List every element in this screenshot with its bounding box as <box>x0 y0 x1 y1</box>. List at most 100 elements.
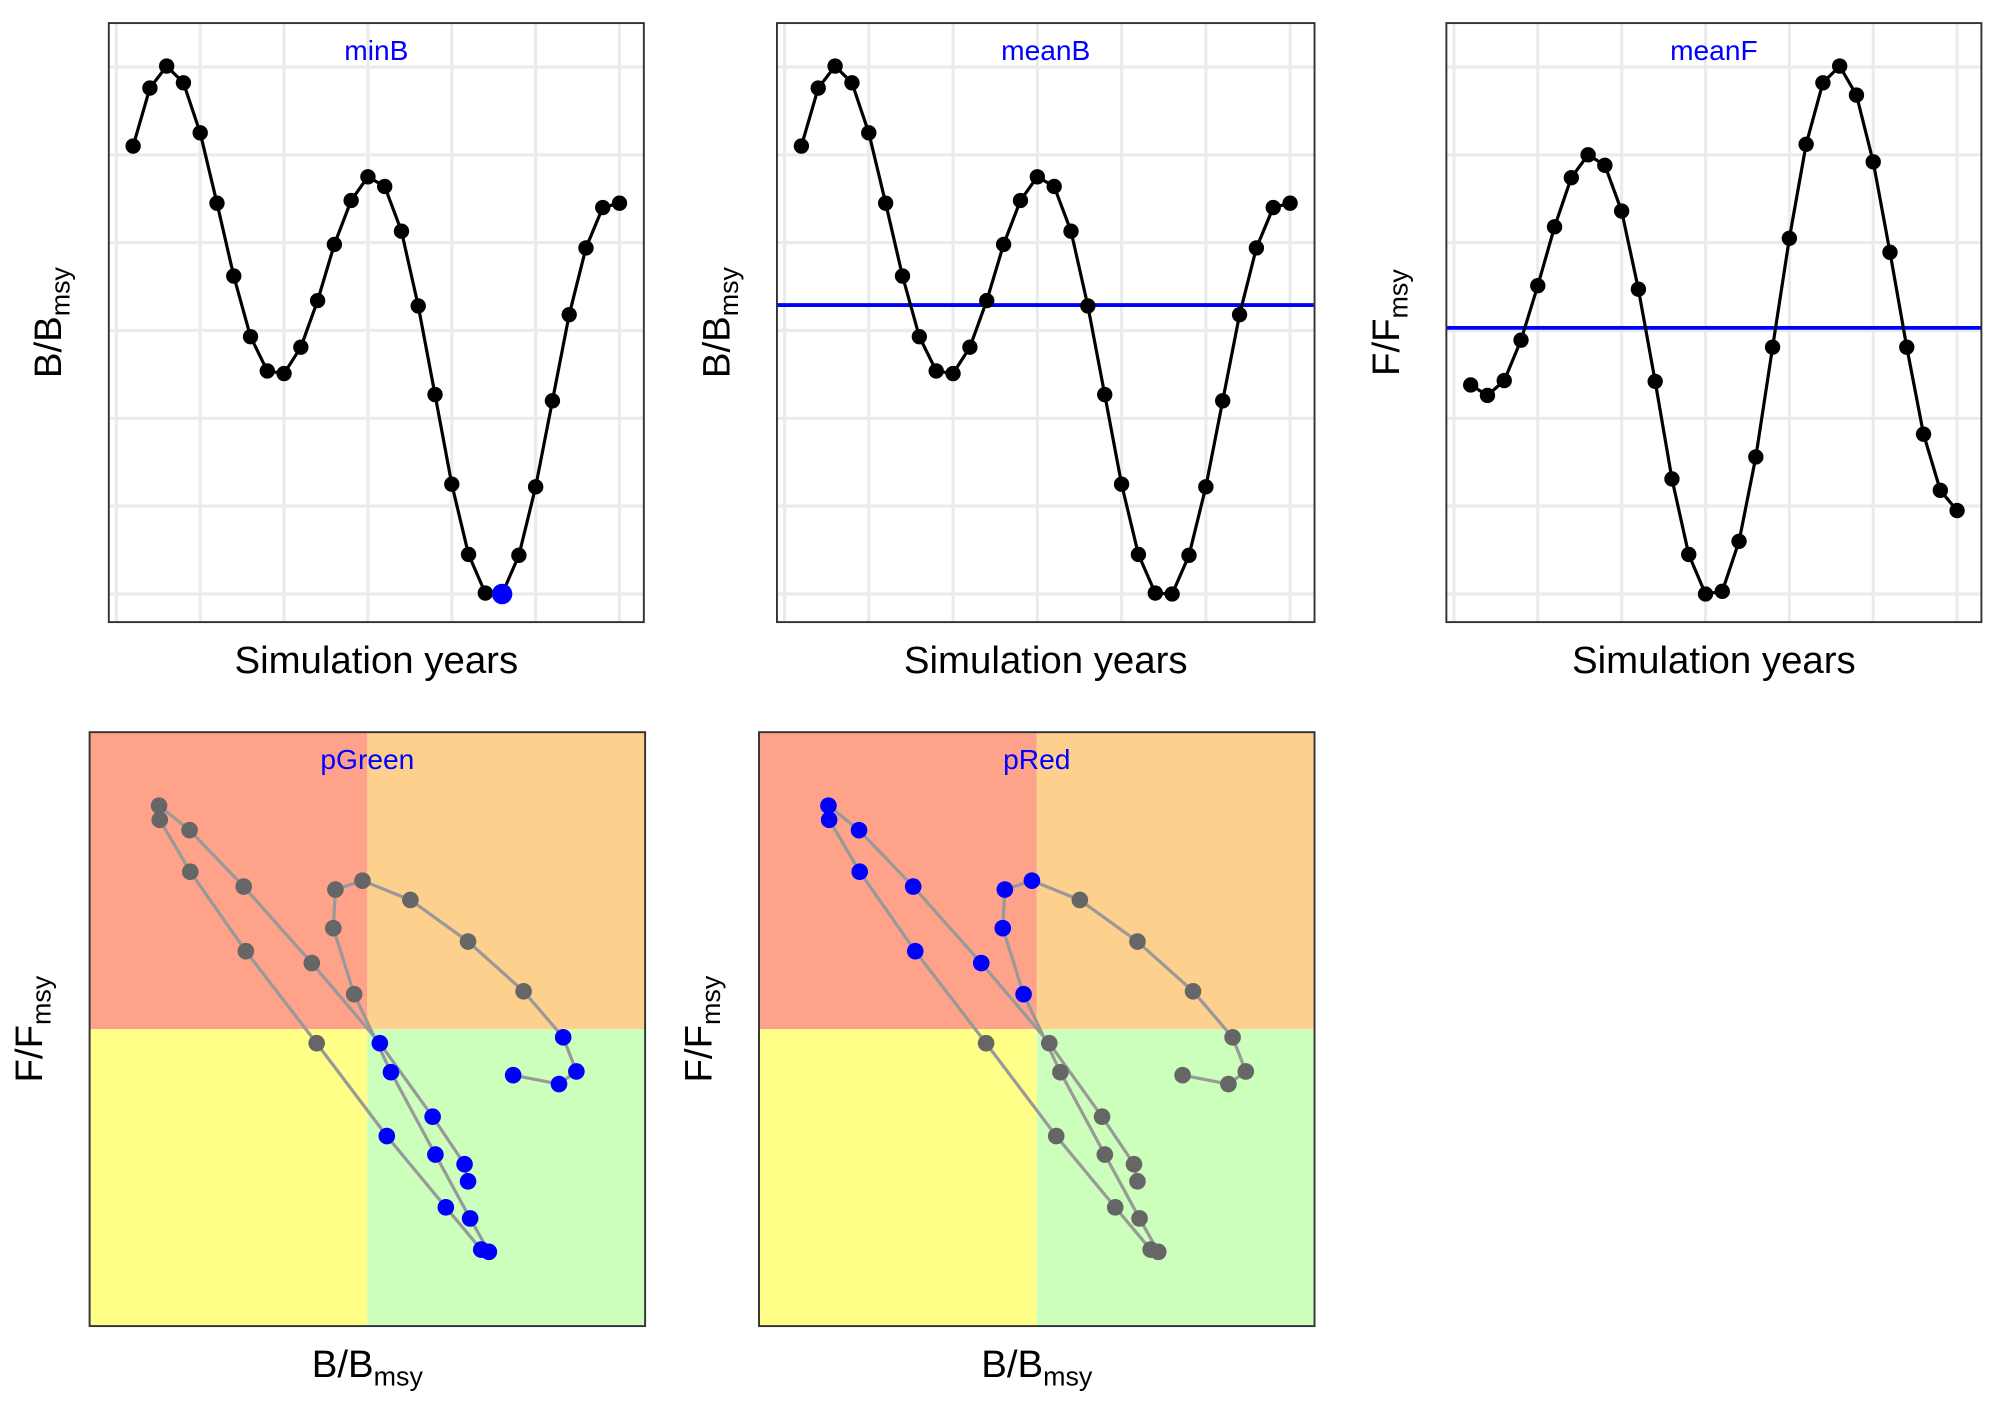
point <box>1865 154 1881 170</box>
quadrant <box>89 732 368 1030</box>
point <box>456 1155 473 1173</box>
point <box>996 881 1014 898</box>
point <box>1231 307 1248 323</box>
point <box>1798 136 1814 152</box>
point <box>402 891 419 909</box>
point <box>377 178 393 195</box>
point <box>550 1075 568 1093</box>
point <box>326 236 343 253</box>
x-axis-title: B/Bmsy <box>312 1343 424 1391</box>
point <box>527 479 544 495</box>
point <box>1023 872 1041 889</box>
y-axis-title-sub: msy <box>1383 269 1413 319</box>
panel-border <box>775 22 1316 624</box>
x-axis-title-sub: msy <box>1043 1362 1093 1392</box>
point <box>1899 339 1915 355</box>
x-axis-title-main: B/B <box>312 1343 374 1386</box>
quadrant <box>89 1029 368 1327</box>
point <box>1546 219 1563 235</box>
point <box>595 199 611 216</box>
point <box>1097 386 1113 403</box>
y-axis-title-sub: msy <box>696 975 726 1025</box>
point <box>1015 985 1032 1003</box>
point <box>1129 933 1146 950</box>
point <box>303 954 321 972</box>
point <box>461 1210 479 1227</box>
point <box>1714 583 1730 600</box>
point <box>945 365 961 382</box>
x-axis-title: Simulation years <box>234 639 518 682</box>
point <box>382 1063 400 1081</box>
point <box>1463 377 1479 393</box>
x-axis-title-main: B/B <box>981 1343 1043 1386</box>
point <box>1174 1066 1191 1084</box>
point <box>850 821 868 839</box>
y-axis-title: B/Bmsy <box>695 266 743 378</box>
point <box>827 58 843 74</box>
point <box>477 585 494 601</box>
point <box>192 125 208 141</box>
point <box>1563 169 1580 186</box>
point <box>354 872 371 889</box>
point <box>851 863 869 881</box>
point <box>1047 1127 1065 1145</box>
point <box>1125 1155 1143 1173</box>
point <box>151 811 169 829</box>
panel-border <box>1445 22 1983 624</box>
point <box>1184 982 1202 1000</box>
point <box>343 192 359 209</box>
y-axis-title: F/Fmsy <box>1365 269 1413 376</box>
panel-border <box>88 731 647 1328</box>
point <box>410 298 426 314</box>
point <box>325 919 342 937</box>
point <box>1597 157 1613 174</box>
point <box>1613 203 1630 219</box>
point <box>1129 1173 1146 1190</box>
y-axis-title: F/Fmsy <box>678 975 726 1082</box>
point <box>1681 546 1697 563</box>
point <box>877 195 894 211</box>
point <box>175 75 192 91</box>
point <box>1106 1198 1124 1216</box>
point <box>1071 891 1089 909</box>
panel-title: meanF <box>1670 35 1758 66</box>
point <box>1949 502 1965 519</box>
point <box>1224 1028 1241 1046</box>
point <box>1052 1063 1069 1081</box>
point <box>906 942 924 960</box>
panel-border <box>758 731 1316 1328</box>
point <box>1248 240 1265 256</box>
y-axis-title-sub: msy <box>46 266 76 316</box>
point <box>437 1198 455 1216</box>
panel-border <box>107 22 645 624</box>
point <box>1848 87 1865 103</box>
y-axis-title-main: B/B <box>27 316 70 378</box>
point <box>1131 1210 1148 1227</box>
point <box>578 240 594 256</box>
point <box>1764 339 1781 355</box>
point <box>979 292 995 309</box>
point <box>309 292 326 309</box>
point <box>209 195 225 211</box>
point <box>378 1127 396 1145</box>
point <box>472 1241 490 1258</box>
point <box>544 393 561 409</box>
point <box>459 933 477 950</box>
panel-title: meanB <box>1001 35 1090 66</box>
point <box>1147 585 1163 601</box>
point <box>1479 387 1496 404</box>
point <box>1063 223 1079 239</box>
point <box>1831 58 1848 74</box>
point <box>554 1028 572 1046</box>
point <box>861 125 877 141</box>
point <box>276 365 292 382</box>
point <box>1198 479 1214 495</box>
point <box>158 58 175 74</box>
series-line <box>131 63 620 596</box>
y-axis-title-main: F/F <box>8 1025 51 1083</box>
point <box>327 881 344 898</box>
point <box>972 954 990 972</box>
point <box>1530 278 1546 294</box>
